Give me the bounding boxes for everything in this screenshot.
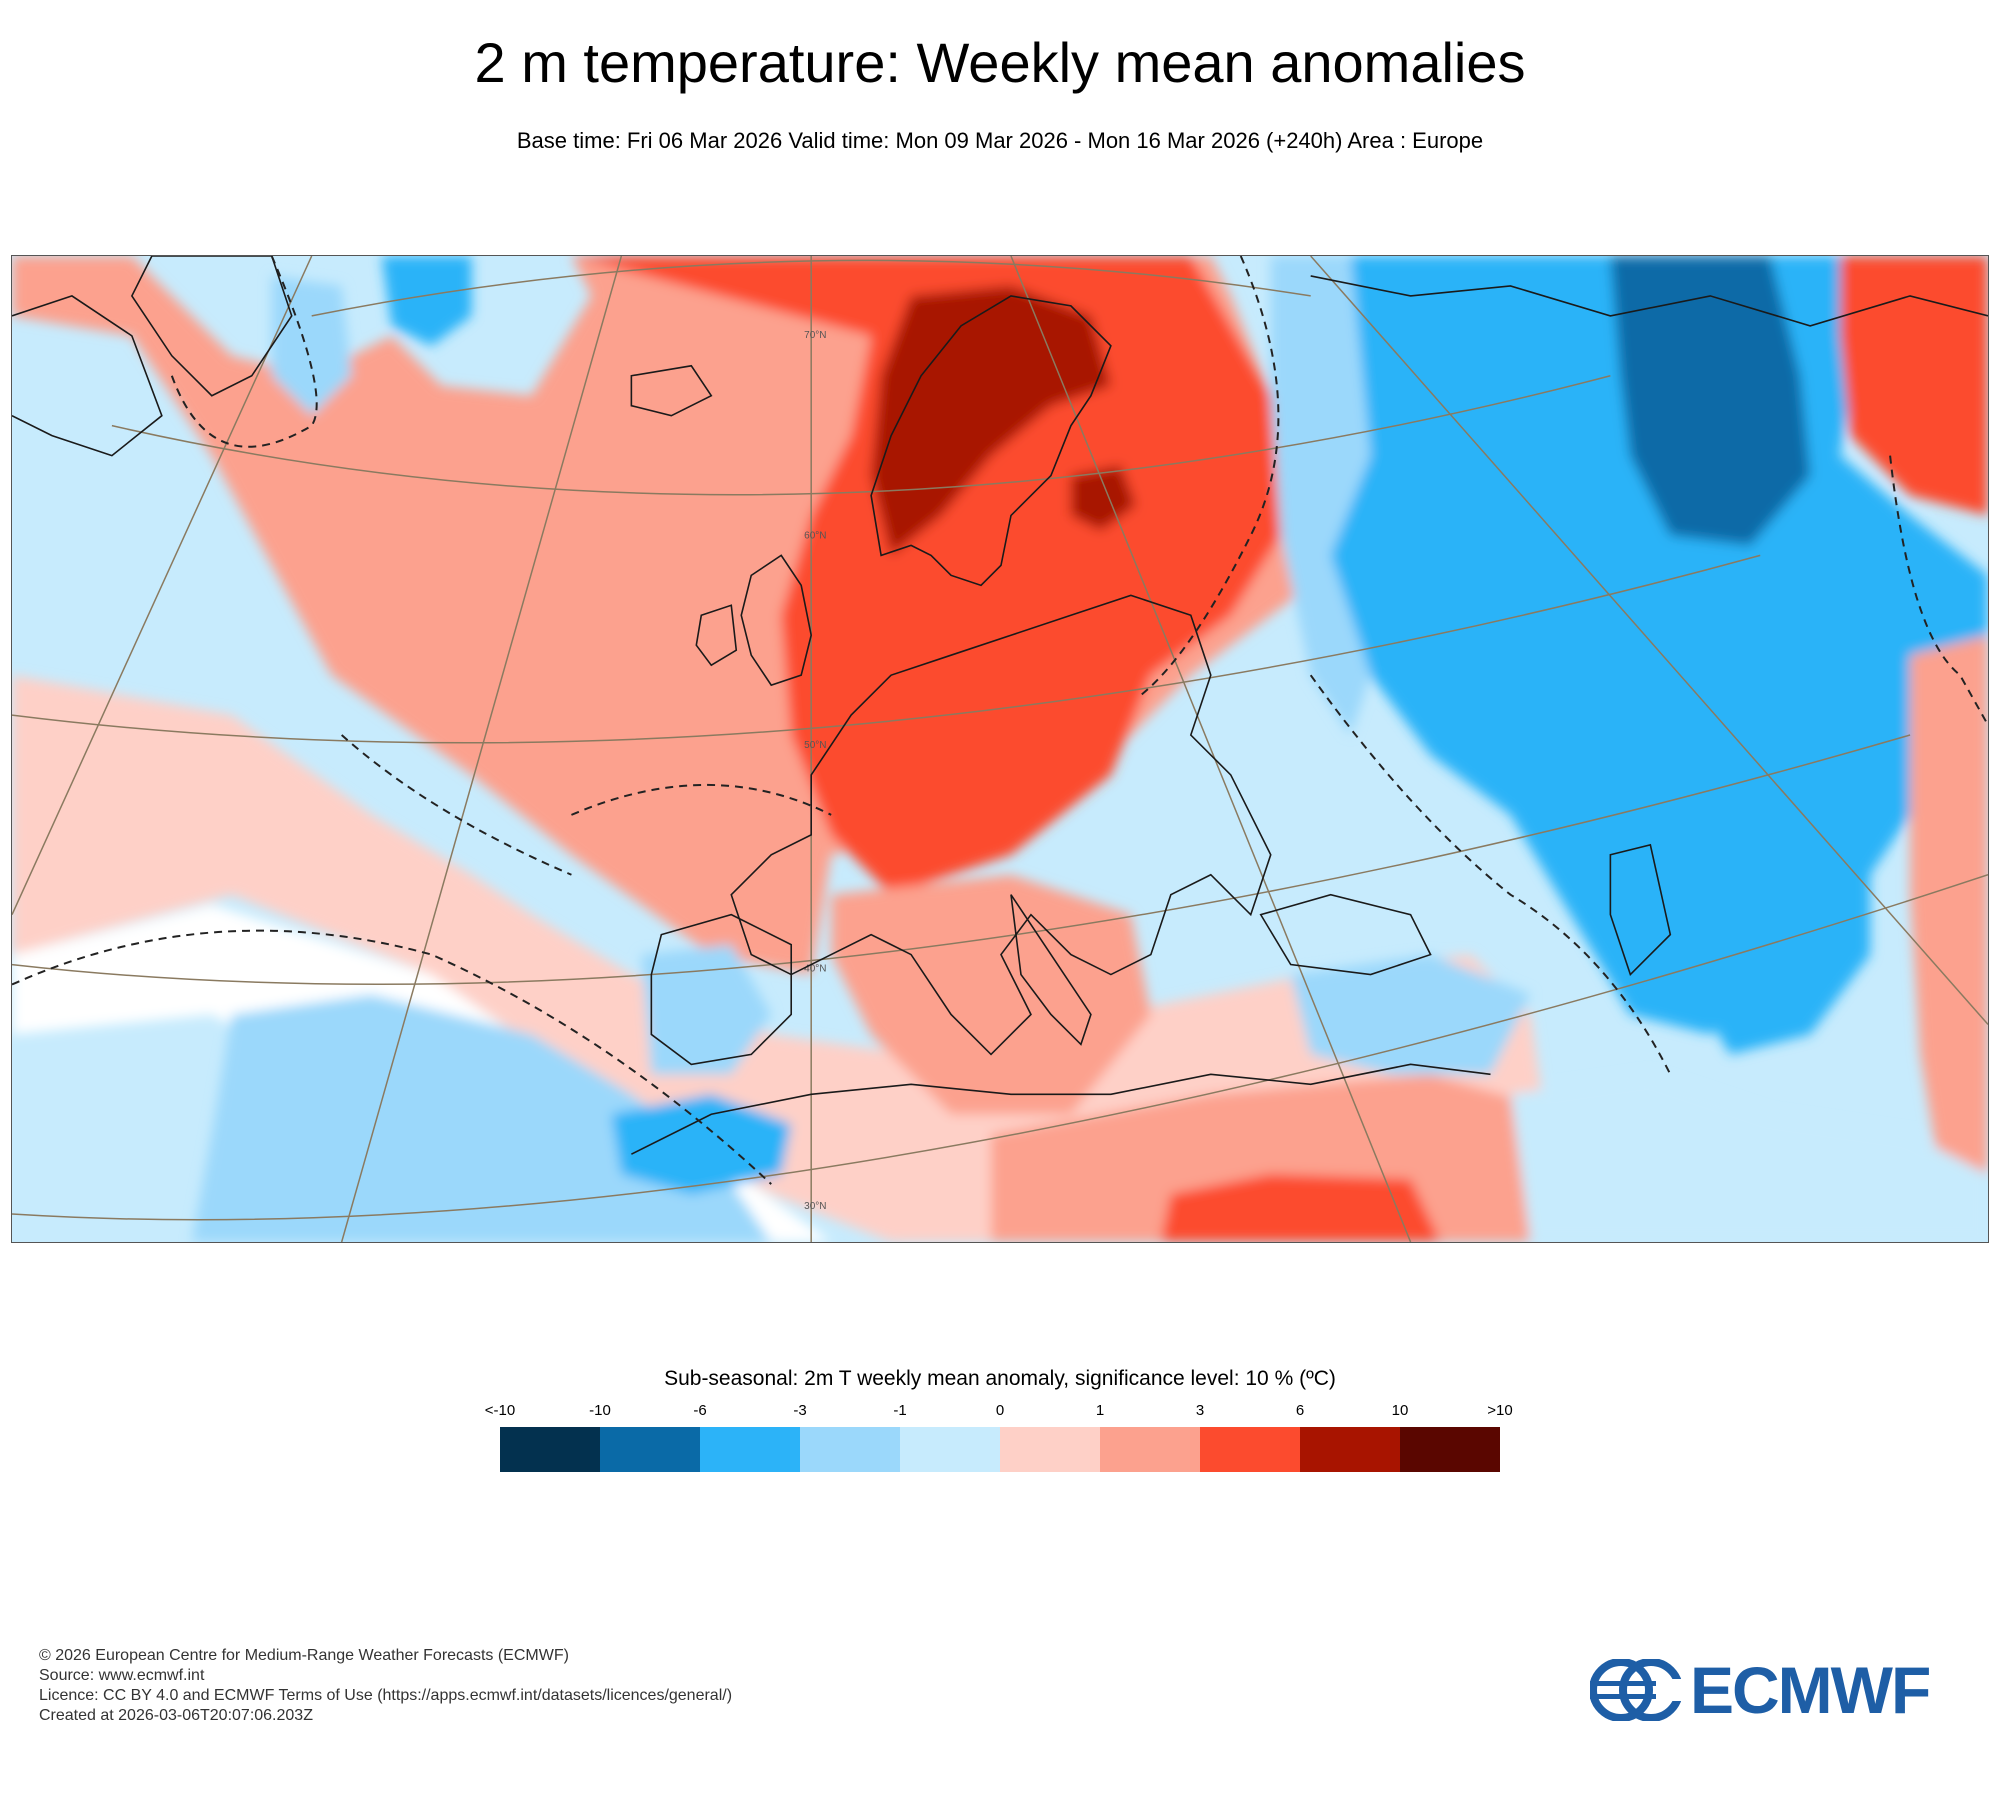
legend-tick-label: 10	[1391, 1402, 1409, 1419]
significance-contour	[341, 734, 572, 876]
ecmwf-logo-icon	[1590, 1659, 1682, 1721]
footer: © 2026 European Centre for Medium-Range …	[39, 1646, 732, 1726]
significance-contour	[170, 256, 318, 448]
legend-tick-label: -1	[893, 1402, 907, 1419]
anomaly-region-urals-warm	[1840, 256, 1988, 516]
lat-label: 30°N	[804, 1201, 826, 1212]
legend-tick-label: 6	[1295, 1402, 1305, 1419]
significance-contour	[1309, 674, 1672, 1075]
anomaly-region-caspian-cold	[1650, 814, 1871, 1055]
latitude-labels: 70°N 60°N 50°N 40°N 30°N	[804, 330, 826, 1212]
graticule-line-50n	[12, 554, 1761, 744]
graticule-meridian	[1310, 256, 1988, 1025]
lat-label: 60°N	[804, 530, 826, 541]
anomaly-region-sahara-warm	[991, 1074, 1591, 1242]
footer-created: Created at 2026-03-06T20:07:06.203Z	[39, 1707, 313, 1724]
anomaly-region-iberia-cold	[641, 944, 772, 1075]
coastline-ireland	[695, 604, 738, 667]
legend-swatch	[1000, 1427, 1100, 1472]
significance-contour	[1140, 256, 1280, 696]
legend-swatch	[800, 1427, 900, 1472]
anomaly-region-greenland-cold	[381, 256, 472, 346]
legend-colorbar	[500, 1427, 1500, 1472]
anomaly-region-middle-east-light	[1510, 1074, 1988, 1242]
lat-label: 40°N	[804, 964, 826, 975]
anomaly-region-atlantic-cold-north	[271, 275, 352, 416]
legend-swatch	[500, 1427, 600, 1472]
coastlines	[12, 256, 1988, 1155]
coastline-greenland	[130, 256, 293, 397]
legend-tick-label: 1	[1095, 1402, 1105, 1419]
coastline-canada	[12, 295, 163, 457]
legend-tick-label: <-10	[484, 1402, 516, 1419]
legend-swatch	[1300, 1427, 1400, 1472]
footer-licence: Licence: CC BY 4.0 and ECMWF Terms of Us…	[39, 1687, 733, 1704]
legend-swatch	[1200, 1427, 1300, 1472]
anomaly-map: 70°N 60°N 50°N 40°N 30°N	[11, 255, 1989, 1243]
coastline-black-sea	[1259, 893, 1432, 976]
coastline-caspian	[1609, 843, 1672, 977]
legend-title: Sub-seasonal: 2m T weekly mean anomaly, …	[664, 1367, 1336, 1390]
legend-swatch	[700, 1427, 800, 1472]
map-canvas: 70°N 60°N 50°N 40°N 30°N	[12, 256, 1988, 1242]
coastline-britain	[740, 554, 813, 687]
graticule-meridian	[340, 256, 623, 1242]
ecmwf-logo-text: ECMWF	[1690, 1653, 1931, 1727]
legend-swatch	[1100, 1427, 1200, 1472]
legend-swatch	[900, 1427, 1000, 1472]
lat-label: 50°N	[804, 740, 826, 751]
significance-contour	[1889, 455, 1988, 726]
graticule-line-60n	[111, 375, 1611, 496]
graticule	[12, 256, 1988, 1242]
legend-tick-label: 3	[1195, 1402, 1205, 1419]
graticule-line-40n	[12, 734, 1911, 986]
legend-tick-label: -6	[693, 1402, 707, 1419]
anomaly-region-africa-cold	[611, 1094, 792, 1195]
coastline-russia-north	[1310, 275, 1988, 327]
coastline-north-africa	[631, 1063, 1491, 1155]
anomaly-region-russia-very-cold	[1610, 256, 1811, 546]
legend-swatch	[600, 1427, 700, 1472]
legend-tick-label: >10	[1487, 1402, 1513, 1419]
legend-tick-label: -3	[793, 1402, 807, 1419]
footer-copyright: © 2026 European Centre for Medium-Range …	[39, 1647, 569, 1664]
coastline-continent	[730, 594, 1272, 1056]
legend-swatch	[1400, 1427, 1500, 1472]
coastline-iberia	[650, 913, 793, 1066]
anomaly-region-sahara-hot	[1160, 1174, 1441, 1242]
anomaly-region-med-warm	[831, 874, 1151, 1115]
legend-tick-label: -10	[589, 1402, 611, 1419]
anomaly-region-europe-warm	[571, 256, 1281, 895]
coastline-scandinavia	[870, 295, 1112, 587]
legend-tick-label: 0	[995, 1402, 1005, 1419]
graticule-meridian	[12, 256, 313, 915]
coastline-italy	[1010, 894, 1092, 1046]
coastline-iceland	[630, 364, 713, 417]
legend-labels: <-10 -10 -6 -3 -1 0 1 3 6 10 >10	[485, 1402, 1513, 1422]
anomaly-region-east-warm	[1910, 635, 1988, 1195]
chart-subtitle: Base time: Fri 06 Mar 2026 Valid time: M…	[516, 128, 1484, 153]
chart-title: 2 m temperature: Weekly mean anomalies	[474, 31, 1526, 94]
anomaly-region-atlantic-cold-south	[191, 994, 772, 1242]
lat-label: 70°N	[804, 330, 826, 341]
significance-contour	[12, 929, 772, 1185]
anomaly-region-anatolia-cold	[1290, 954, 1531, 1075]
footer-source: Source: www.ecmwf.int	[39, 1667, 205, 1684]
graticule-line-30n	[12, 874, 1988, 1221]
anomaly-region-baltic-hot	[1070, 465, 1136, 531]
anomaly-region-russia-mild-cold	[1270, 256, 1371, 736]
ecmwf-logo: ECMWF	[1590, 1653, 1931, 1727]
significance-contours	[12, 256, 1988, 1185]
